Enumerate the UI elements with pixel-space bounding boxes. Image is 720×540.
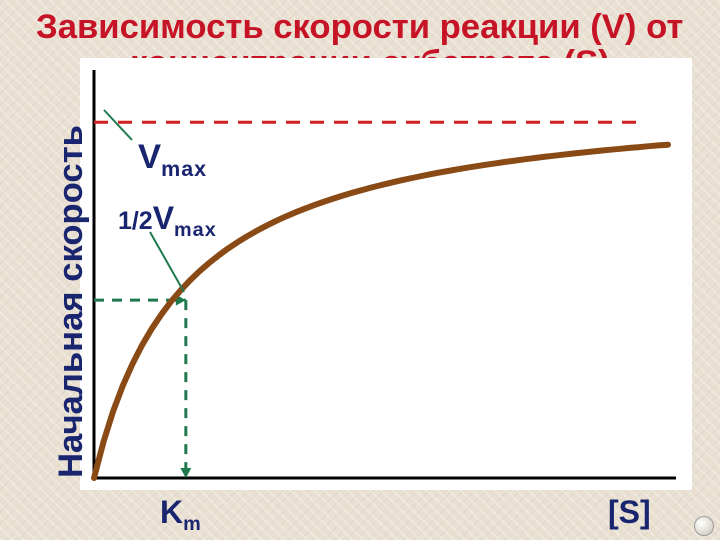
chart-svg — [0, 0, 720, 540]
page-footer-bullet — [694, 516, 714, 536]
saturation-curve — [94, 145, 668, 478]
axes — [94, 70, 676, 478]
km-marker — [94, 295, 191, 478]
annotation-pointers — [104, 110, 184, 292]
